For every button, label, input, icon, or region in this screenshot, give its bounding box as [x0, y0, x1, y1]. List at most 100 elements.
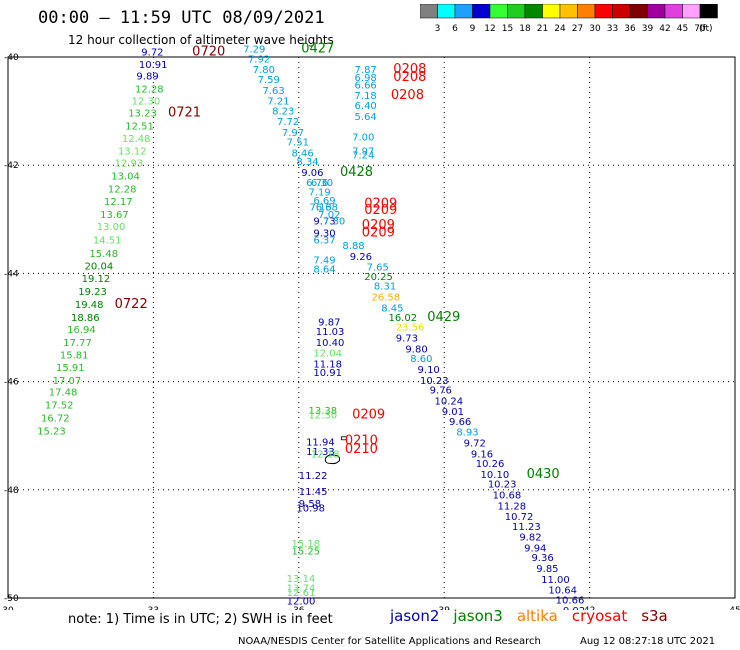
wave-height-label: 8.46: [292, 149, 314, 160]
wave-height-label: 15.18: [292, 539, 321, 550]
altimeter-wave-height-map: 30 33 36 39 42 45 -40 -42 -44 -46 -48 -50 9.72 0720 10…: [2, 42, 740, 610]
wave-height-label: 7.13: [309, 203, 331, 214]
wave-height-label: 9.36: [531, 553, 553, 564]
wave-height-label: 10.24: [435, 396, 464, 407]
wave-height-label: 19.23: [78, 287, 107, 298]
wave-height-label: 9.73: [313, 217, 335, 228]
wave-height-label: 9.72: [464, 439, 486, 450]
legend-tick-label: 18: [519, 24, 531, 34]
longitude-tick-label: 39: [438, 606, 450, 610]
wave-height-label: 9.10: [418, 365, 440, 376]
wave-height-label: 17.48: [49, 388, 78, 399]
wave-height-label: 10.10: [481, 470, 510, 481]
legend-tick-label: 12: [484, 24, 495, 34]
wave-height-label: 12.28: [108, 184, 137, 195]
wave-height-label: 10.23: [488, 480, 517, 491]
wave-height-label: 9.89: [136, 72, 158, 83]
wave-height-label: 14.51: [93, 236, 122, 247]
legend-tick-label: 27: [572, 24, 583, 34]
wave-height-label: 11.18: [313, 360, 342, 371]
wave-height-label: 11.28: [498, 501, 527, 512]
satellite-jason2-label: jason2: [390, 607, 440, 625]
pass-time-label: 0722: [115, 297, 148, 312]
wave-height-label: 8.60: [410, 354, 432, 365]
wave-height-label: 7.59: [258, 75, 280, 86]
legend-swatch: [699, 4, 718, 19]
wave-height-color-legend: 3 6 9 12 15 18 21 24 27 30 33 36 39 42 45 70(ft): [420, 4, 718, 34]
satellite-cryosat-label: cryosat: [571, 607, 628, 625]
wave-height-label: 8.45: [381, 303, 403, 314]
longitude-tick-label: 30: [2, 606, 14, 610]
wave-height-label: 26.58: [372, 292, 401, 303]
wave-height-label: 9.94: [524, 543, 546, 554]
wave-height-label: 13.00: [97, 222, 126, 233]
wave-height-label: 15.91: [56, 363, 85, 374]
wave-height-label: 8.23: [272, 106, 294, 117]
pass-time-label: 0208: [391, 88, 424, 103]
wave-height-label: 19.12: [82, 274, 111, 285]
map-frame: [7, 56, 736, 599]
wave-height-label: 7.19: [308, 187, 330, 198]
wave-height-label: 12.04: [313, 349, 342, 360]
wave-height-label: 9.66: [449, 417, 471, 428]
wave-height-label: 12.93: [115, 158, 144, 169]
pass-time-label: 0430: [527, 467, 560, 482]
legend-unit-label: (ft): [699, 24, 713, 34]
wave-height-label: 10.91: [313, 368, 342, 379]
wave-height-label: 7.18: [355, 91, 377, 102]
longitude-tick-label: 42: [584, 606, 595, 610]
credit-line: NOAA/NESDIS Center for Satellite Applica…: [238, 636, 541, 647]
wave-height-label: 13.12: [118, 146, 147, 157]
legend-tick-label: 70: [694, 24, 706, 34]
wave-height-label: 7.00: [352, 132, 374, 143]
wave-height-label: 15.81: [60, 350, 89, 361]
satellite-altika-label: altika: [516, 607, 558, 625]
wave-height-label: 9.82: [519, 533, 541, 544]
longitude-tick-label: 45: [729, 606, 740, 610]
legend-tick-label: 24: [554, 24, 566, 34]
wave-height-label: 9.06: [301, 168, 323, 179]
satellite-legend: jason2 jason3 altika cryosat s3a: [390, 609, 668, 624]
pass-time-label: 0209: [362, 218, 395, 233]
legend-tick-label: 21: [537, 24, 548, 34]
pass-time-label: 0209: [352, 407, 385, 422]
latitude-tick-label: -50: [4, 594, 19, 604]
footnote: note: 1) Time is in UTC; 2) SWH is in fe…: [68, 612, 333, 627]
wave-height-label: 11.00: [541, 575, 570, 586]
wave-height-label: 9.76: [430, 386, 452, 397]
legend-tick-label: 33: [607, 24, 618, 34]
wave-height-label: 7.72: [277, 117, 299, 128]
wave-height-label: 6.66: [355, 80, 377, 91]
pass-time-label: 0427: [301, 42, 334, 57]
wave-height-label: 11.94: [306, 437, 335, 448]
wave-height-label: 12.28: [135, 85, 164, 96]
wave-height-label: 12.30: [132, 97, 161, 108]
wave-height-label: 6.30: [311, 178, 333, 189]
wave-height-label: 7.21: [267, 97, 289, 108]
longitude-tick-label: 36: [293, 606, 305, 610]
wave-height-label: 8.34: [296, 157, 318, 168]
wave-height-label: 7.87: [355, 65, 377, 76]
wave-height-label: 6.69: [313, 196, 335, 207]
wave-height-label: 7.49: [313, 256, 335, 267]
map-title: 00:00 – 11:59 UTC 08/09/2021: [38, 8, 325, 28]
wave-height-label: 19.48: [75, 300, 104, 311]
wave-height-label: 11.22: [299, 471, 328, 482]
legend-tick-label: 42: [659, 24, 670, 34]
wave-height-label: 6.76: [306, 178, 328, 189]
wave-height-label: 9.30: [313, 229, 335, 240]
wave-height-label: 17.07: [53, 376, 82, 387]
pass-time-label: 0720: [192, 44, 225, 59]
wave-height-label: 7.92: [248, 54, 270, 65]
legend-tick-label: 30: [589, 24, 601, 34]
wave-height-label: 7.97: [352, 146, 374, 157]
wave-height-label: 10.64: [548, 586, 577, 597]
legend-tick-label: 15: [502, 24, 513, 34]
satellite-s3a-label: s3a: [641, 607, 668, 625]
wave-height-label: 17.77: [63, 338, 92, 349]
wave-height-label: 6.37: [313, 236, 335, 247]
wave-height-label: 8.64: [313, 264, 335, 275]
wave-height-label: 13.14: [287, 574, 316, 585]
wave-height-label: 11.45: [299, 487, 328, 498]
wave-height-label: 20.25: [364, 272, 393, 283]
